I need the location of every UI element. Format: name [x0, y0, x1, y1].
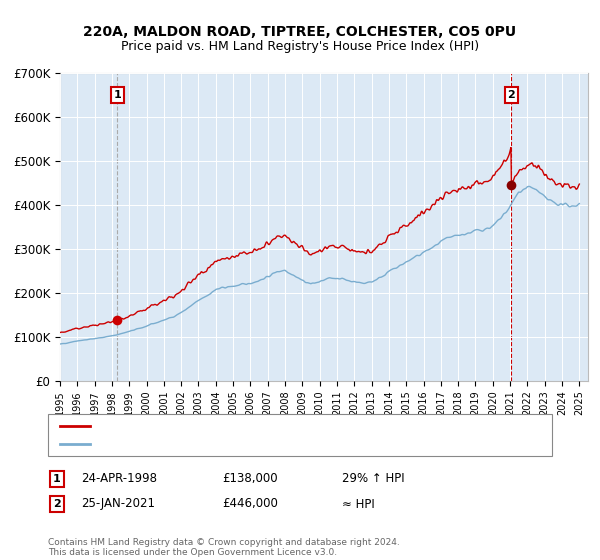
Text: £138,000: £138,000	[222, 472, 278, 486]
Text: 29% ↑ HPI: 29% ↑ HPI	[342, 472, 404, 486]
Text: HPI: Average price, detached house, Colchester: HPI: Average price, detached house, Colc…	[96, 439, 362, 449]
Text: Price paid vs. HM Land Registry's House Price Index (HPI): Price paid vs. HM Land Registry's House …	[121, 40, 479, 53]
Text: 220A, MALDON ROAD, TIPTREE, COLCHESTER, CO5 0PU: 220A, MALDON ROAD, TIPTREE, COLCHESTER, …	[83, 25, 517, 39]
Text: Contains HM Land Registry data © Crown copyright and database right 2024.
This d: Contains HM Land Registry data © Crown c…	[48, 538, 400, 557]
Text: 25-JAN-2021: 25-JAN-2021	[81, 497, 155, 511]
Text: 2: 2	[53, 499, 61, 509]
Text: £446,000: £446,000	[222, 497, 278, 511]
Text: 24-APR-1998: 24-APR-1998	[81, 472, 157, 486]
Text: ≈ HPI: ≈ HPI	[342, 497, 375, 511]
Text: 2: 2	[508, 90, 515, 100]
Text: 1: 1	[113, 90, 121, 100]
Text: 1: 1	[53, 474, 61, 484]
Text: 220A, MALDON ROAD, TIPTREE, COLCHESTER, CO5 0PU (detached house): 220A, MALDON ROAD, TIPTREE, COLCHESTER, …	[96, 421, 508, 431]
